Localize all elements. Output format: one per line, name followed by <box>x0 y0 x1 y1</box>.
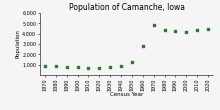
Point <box>163 29 166 31</box>
Point <box>87 67 90 69</box>
Point <box>141 45 145 47</box>
Point <box>76 67 79 68</box>
Point <box>130 61 134 63</box>
Point <box>108 66 112 68</box>
Title: Population of Camanche, Iowa: Population of Camanche, Iowa <box>68 3 185 12</box>
Point <box>206 28 210 30</box>
Point <box>174 30 177 32</box>
Point <box>65 66 68 68</box>
Point <box>152 24 155 26</box>
Point <box>185 31 188 32</box>
Point <box>195 29 199 31</box>
Point <box>43 65 47 67</box>
Point <box>54 65 58 67</box>
Point <box>119 65 123 67</box>
Point <box>98 67 101 69</box>
X-axis label: Census Year: Census Year <box>110 92 143 97</box>
Y-axis label: Population: Population <box>16 30 21 58</box>
